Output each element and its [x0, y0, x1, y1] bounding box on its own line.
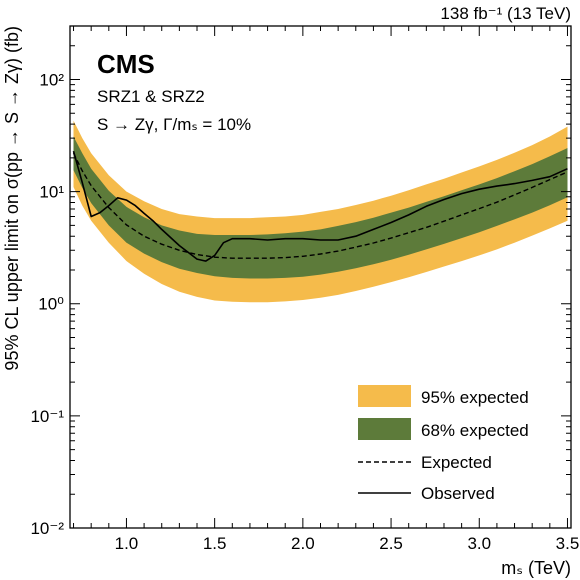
y-tick-label: 10²	[39, 70, 64, 89]
x-tick-label: 1.5	[203, 534, 227, 553]
x-tick-label: 1.0	[115, 534, 139, 553]
y-axis-label: 95% CL upper limit on σ(pp → S → Zγ) (fb…	[2, 26, 22, 371]
x-tick-label: 2.0	[291, 534, 315, 553]
annotation-region: SRZ1 & SRZ2	[97, 87, 205, 106]
y-tick-label: 10⁻²	[30, 519, 64, 538]
axes	[69, 25, 572, 529]
legend-label-observed: Observed	[421, 484, 495, 503]
y-tick-label: 10¹	[39, 183, 64, 202]
legend-swatch-68	[358, 418, 411, 440]
annotation-signal: S → Zγ, Γ/mₛ = 10%	[97, 115, 251, 134]
tick-labels: 1.0 1.5 2.0 2.5 3.0 3.5 10⁻² 10⁻¹ 10⁰ 10¹ 10²	[30, 70, 579, 553]
band-68-expected	[73, 136, 568, 279]
legend-label-expected: Expected	[421, 453, 492, 472]
legend-label-95: 95% expected	[421, 388, 529, 407]
x-axis-label: mₛ (TeV)	[501, 558, 571, 578]
y-tick-label: 10⁰	[38, 295, 64, 314]
x-tick-label: 3.5	[556, 534, 580, 553]
y-tick-label: 10⁻¹	[30, 407, 64, 426]
experiment-label: CMS	[97, 49, 155, 79]
legend: 95% expected 68% expected Expected Obser…	[358, 385, 529, 503]
legend-swatch-95	[358, 385, 411, 407]
plot-area	[72, 120, 568, 303]
lumi-label: 138 fb⁻¹ (13 TeV)	[440, 4, 571, 23]
x-tick-label: 2.5	[379, 534, 403, 553]
legend-label-68: 68% expected	[421, 421, 529, 440]
x-tick-label: 3.0	[467, 534, 491, 553]
observed-line	[72, 150, 568, 262]
expected-line	[72, 152, 568, 259]
